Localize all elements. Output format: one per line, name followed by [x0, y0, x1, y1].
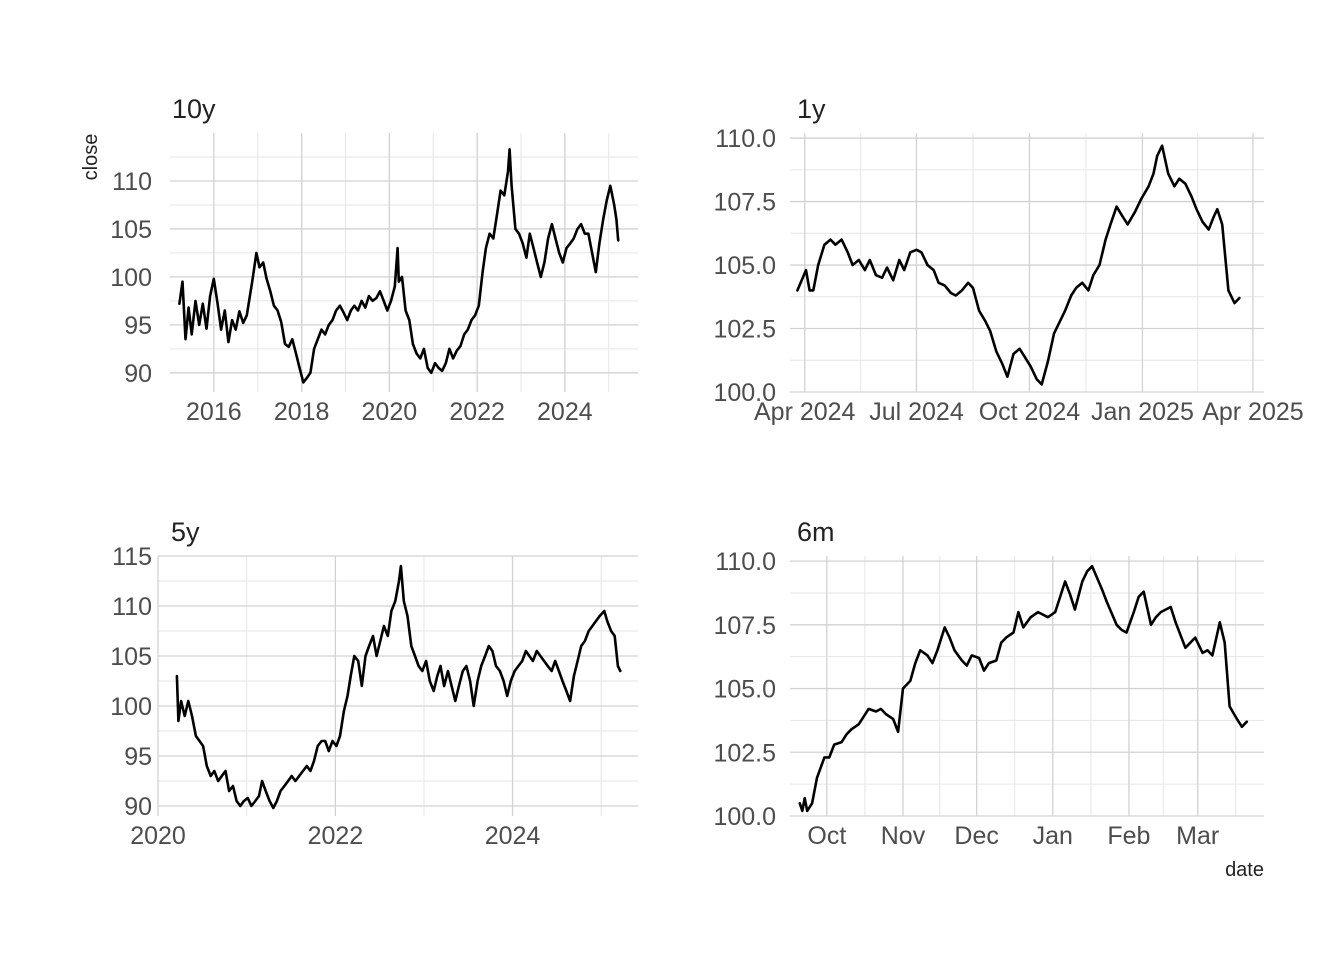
x-tick-label: Dec	[954, 822, 998, 850]
x-tick-label: Jan	[1033, 822, 1073, 850]
series-line-5y	[175, 564, 622, 810]
y-tick-label: 105	[110, 216, 152, 244]
x-tick-label: 2024	[537, 398, 593, 426]
x-tick-label: 2020	[362, 398, 418, 426]
y-tick-label: 110	[112, 593, 152, 621]
y-tick-label: 115	[112, 543, 152, 571]
y-tick-label: 100.0	[713, 379, 776, 407]
x-tick-label: Feb	[1107, 822, 1150, 850]
x-tick-label: Oct	[807, 822, 846, 850]
panel-5y: 90 95 100 105 110 115 2020 2022 2024 5y	[110, 517, 638, 850]
y-tick-label: 105.0	[713, 676, 776, 704]
y-tick-label: 90	[124, 793, 152, 821]
panel-title: 10y	[172, 94, 216, 124]
x-tick-label: 2022	[308, 822, 364, 850]
series-line-10y	[178, 148, 620, 384]
y-tick-label: 105.0	[713, 252, 776, 280]
y-tick-label: 95	[124, 743, 152, 771]
x-tick-label: 2024	[485, 822, 541, 850]
x-tick-label: Apr 2025	[1202, 398, 1303, 426]
y-tick-label: 102.5	[713, 739, 776, 767]
y-axis-title: close	[80, 134, 102, 181]
x-tick-label: Nov	[881, 822, 926, 850]
panel-title: 6m	[797, 517, 835, 547]
y-tick-label: 110	[112, 168, 152, 196]
panel-6m: 100.0 102.5 105.0 107.5 110.0 Oct Nov Dec Jan Feb…	[713, 517, 1264, 850]
y-tick-label: 100	[110, 693, 152, 721]
y-tick-label: 105	[110, 643, 152, 671]
x-tick-label: Oct 2024	[979, 398, 1081, 426]
panel-1y: 100.0 102.5 105.0 107.5 110.0 Apr 2024 Jul 202…	[713, 94, 1303, 426]
y-tick-label: 107.5	[713, 612, 776, 640]
y-tick-label: 110.0	[715, 125, 776, 153]
x-tick-label: 2020	[130, 822, 186, 850]
x-tick-label: Apr 2024	[754, 398, 856, 426]
x-tick-label: 2022	[449, 398, 505, 426]
panel-title: 1y	[797, 94, 826, 124]
y-tick-label: 100	[110, 264, 152, 292]
series-line-6m	[798, 564, 1249, 813]
x-tick-label: Jan 2025	[1091, 398, 1194, 426]
x-tick-label: Mar	[1176, 822, 1219, 850]
y-tick-label: 110.0	[715, 548, 776, 576]
x-axis-title: date	[1225, 859, 1264, 881]
y-tick-label: 107.5	[713, 189, 776, 217]
panel-10y: 90 95 100 105 110 2016 2018 2020 2022 2024 10y	[110, 94, 638, 426]
panel-title: 5y	[171, 517, 200, 547]
y-tick-label: 95	[124, 312, 152, 340]
y-tick-label: 100.0	[713, 803, 776, 831]
y-tick-label: 102.5	[713, 316, 776, 344]
x-tick-label: 2016	[186, 398, 242, 426]
series-line-1y	[796, 144, 1241, 386]
x-tick-label: 2018	[274, 398, 330, 426]
x-tick-label: Jul 2024	[869, 398, 964, 426]
y-tick-label: 90	[124, 360, 152, 388]
